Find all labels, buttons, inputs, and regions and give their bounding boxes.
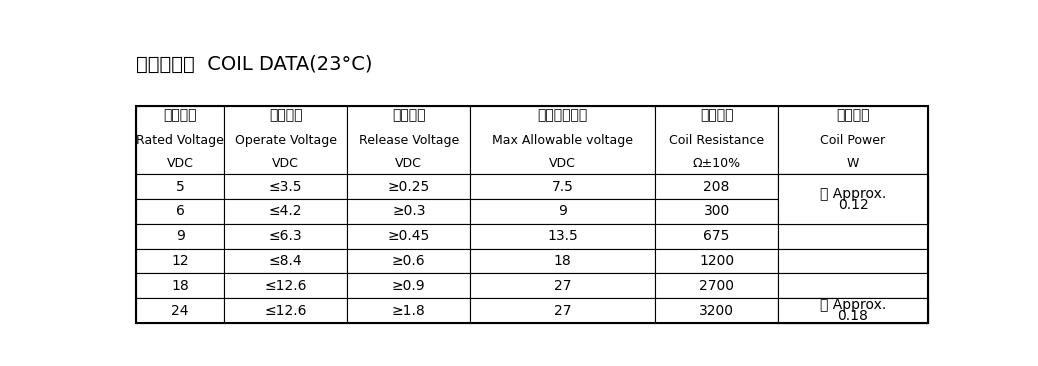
Bar bbox=[655, 199, 778, 224]
Text: ≤12.6: ≤12.6 bbox=[265, 303, 307, 318]
Text: 3200: 3200 bbox=[700, 303, 734, 318]
Text: ≤4.2: ≤4.2 bbox=[269, 205, 302, 219]
Text: 7.5: 7.5 bbox=[552, 180, 574, 194]
Text: 5: 5 bbox=[175, 180, 185, 194]
Text: ≥0.3: ≥0.3 bbox=[392, 205, 426, 219]
Bar bbox=[655, 174, 778, 199]
Text: 24: 24 bbox=[171, 303, 189, 318]
Bar bbox=[136, 298, 224, 323]
Bar bbox=[778, 199, 928, 224]
Bar bbox=[778, 106, 928, 174]
Bar bbox=[136, 106, 928, 323]
Text: Operate Voltage: Operate Voltage bbox=[235, 134, 336, 147]
Text: 18: 18 bbox=[554, 254, 572, 268]
Text: 18: 18 bbox=[171, 279, 189, 293]
Text: Ω±10%: Ω±10% bbox=[692, 157, 741, 170]
Bar bbox=[470, 174, 655, 199]
Text: ≥0.45: ≥0.45 bbox=[388, 229, 430, 243]
Text: 额定电压: 额定电压 bbox=[163, 108, 197, 123]
Text: ≥0.9: ≥0.9 bbox=[392, 279, 426, 293]
Bar bbox=[655, 298, 778, 323]
Bar bbox=[778, 174, 928, 199]
Bar bbox=[348, 174, 470, 199]
Bar bbox=[470, 298, 655, 323]
Bar bbox=[348, 298, 470, 323]
Text: 9: 9 bbox=[558, 205, 567, 219]
Text: 动作电压: 动作电压 bbox=[269, 108, 302, 123]
Text: VDC: VDC bbox=[549, 157, 576, 170]
Bar bbox=[470, 273, 655, 298]
Bar bbox=[348, 224, 470, 249]
Text: 1200: 1200 bbox=[700, 254, 734, 268]
Bar bbox=[778, 298, 928, 323]
Bar bbox=[655, 106, 778, 174]
Bar bbox=[470, 199, 655, 224]
Bar bbox=[224, 106, 348, 174]
Bar bbox=[224, 249, 348, 273]
Text: W: W bbox=[847, 157, 859, 170]
Bar bbox=[224, 298, 348, 323]
Text: 2700: 2700 bbox=[700, 279, 734, 293]
Bar bbox=[348, 273, 470, 298]
Bar bbox=[655, 224, 778, 249]
Text: 300: 300 bbox=[704, 205, 730, 219]
Text: ≤12.6: ≤12.6 bbox=[265, 279, 307, 293]
Text: 约 Approx.: 约 Approx. bbox=[820, 187, 886, 201]
Text: Rated Voltage: Rated Voltage bbox=[136, 134, 224, 147]
Bar bbox=[470, 224, 655, 249]
Text: ≤3.5: ≤3.5 bbox=[269, 180, 302, 194]
Text: 13.5: 13.5 bbox=[547, 229, 578, 243]
Text: ≤8.4: ≤8.4 bbox=[269, 254, 302, 268]
Bar bbox=[136, 174, 224, 199]
Text: 0.18: 0.18 bbox=[838, 309, 869, 323]
Text: ≥0.25: ≥0.25 bbox=[388, 180, 430, 194]
Text: 27: 27 bbox=[554, 279, 572, 293]
Bar bbox=[778, 273, 928, 298]
Text: Max Allowable voltage: Max Allowable voltage bbox=[492, 134, 633, 147]
Text: 9: 9 bbox=[175, 229, 185, 243]
Bar bbox=[224, 174, 348, 199]
Text: 线圈电阻: 线圈电阻 bbox=[700, 108, 734, 123]
Text: Coil Power: Coil Power bbox=[820, 134, 885, 147]
Text: 6: 6 bbox=[175, 205, 185, 219]
Bar bbox=[778, 249, 928, 273]
Text: VDC: VDC bbox=[395, 157, 422, 170]
Bar bbox=[136, 249, 224, 273]
Text: 208: 208 bbox=[704, 180, 730, 194]
Text: ≥1.8: ≥1.8 bbox=[392, 303, 426, 318]
Text: 12: 12 bbox=[171, 254, 189, 268]
Bar bbox=[778, 224, 928, 249]
Bar bbox=[224, 273, 348, 298]
Text: 27: 27 bbox=[554, 303, 572, 318]
Bar bbox=[348, 106, 470, 174]
Bar bbox=[136, 273, 224, 298]
Bar bbox=[136, 224, 224, 249]
Text: 最大允许电压: 最大允许电压 bbox=[538, 108, 588, 123]
Bar bbox=[136, 106, 224, 174]
Bar bbox=[655, 249, 778, 273]
Text: 675: 675 bbox=[704, 229, 730, 243]
Bar bbox=[348, 249, 470, 273]
Bar bbox=[470, 249, 655, 273]
Bar bbox=[136, 199, 224, 224]
Text: 约 Approx.: 约 Approx. bbox=[820, 298, 886, 312]
Text: ≥0.6: ≥0.6 bbox=[392, 254, 426, 268]
Bar bbox=[470, 106, 655, 174]
Text: 0.12: 0.12 bbox=[838, 198, 869, 212]
Text: Release Voltage: Release Voltage bbox=[359, 134, 459, 147]
Text: ≤6.3: ≤6.3 bbox=[269, 229, 302, 243]
Bar bbox=[224, 224, 348, 249]
Text: 线圈规格表  COIL DATA(23°C): 线圈规格表 COIL DATA(23°C) bbox=[136, 55, 373, 74]
Text: 释放电压: 释放电压 bbox=[392, 108, 426, 123]
Bar bbox=[348, 199, 470, 224]
Bar bbox=[778, 298, 928, 323]
Text: 线圈功耗: 线圈功耗 bbox=[837, 108, 870, 123]
Text: Coil Resistance: Coil Resistance bbox=[670, 134, 764, 147]
Bar bbox=[655, 273, 778, 298]
Bar bbox=[778, 174, 928, 224]
Bar bbox=[224, 199, 348, 224]
Text: VDC: VDC bbox=[272, 157, 299, 170]
Text: VDC: VDC bbox=[167, 157, 194, 170]
